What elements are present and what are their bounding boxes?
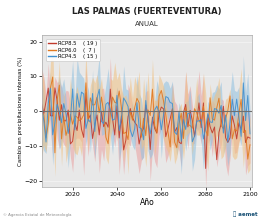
Text: ANUAL: ANUAL	[135, 21, 159, 27]
Y-axis label: Cambio en precipitaciones intensas (%): Cambio en precipitaciones intensas (%)	[18, 56, 23, 166]
Text: © Agencia Estatal de Meteorología: © Agencia Estatal de Meteorología	[3, 213, 71, 217]
Legend: RCP8.5    ( 19 ), RCP6.0    (  7 ), RCP4.5    ( 15 ): RCP8.5 ( 19 ), RCP6.0 ( 7 ), RCP4.5 ( 15…	[46, 39, 100, 61]
Text: LAS PALMAS (FUERTEVENTURA): LAS PALMAS (FUERTEVENTURA)	[72, 7, 222, 15]
X-axis label: Año: Año	[140, 198, 154, 207]
Text: 💧 aemet: 💧 aemet	[233, 211, 257, 217]
